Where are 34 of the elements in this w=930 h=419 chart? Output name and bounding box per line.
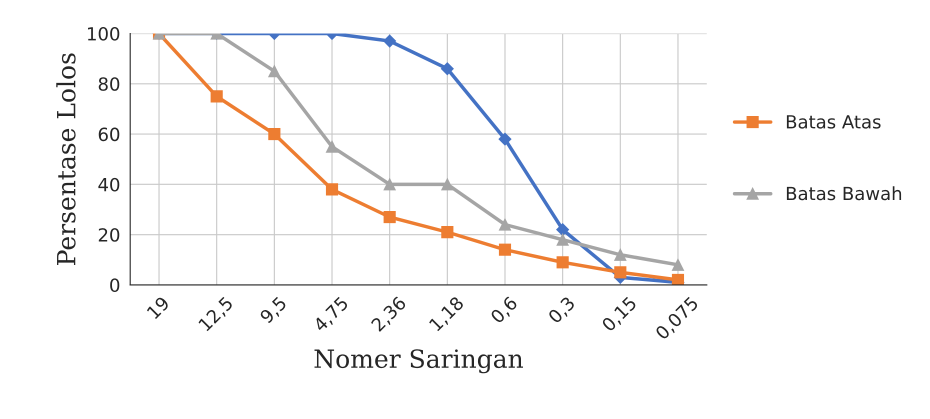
point — [326, 183, 338, 196]
y-tick-label: 60 — [98, 128, 120, 142]
point — [614, 248, 626, 261]
point — [556, 256, 569, 268]
point — [384, 178, 396, 190]
point — [440, 62, 454, 76]
point — [268, 65, 280, 78]
point — [556, 234, 569, 246]
point — [268, 128, 280, 140]
point — [614, 266, 626, 278]
x-tick-label: 19 — [146, 296, 170, 320]
x-axis-title: Nomer Saringan — [314, 349, 524, 374]
point — [210, 90, 223, 102]
point — [498, 132, 512, 146]
point — [498, 244, 512, 256]
point — [384, 210, 396, 224]
legend-label: Batas Bawah — [786, 186, 902, 200]
point — [326, 140, 338, 153]
point — [383, 34, 396, 48]
x-tick-label: 0,3 — [547, 296, 577, 326]
point — [441, 178, 454, 190]
point — [672, 258, 684, 271]
point — [498, 218, 512, 231]
legend-label: Batas Atas — [786, 115, 881, 129]
x-tick-label: 9,5 — [259, 296, 288, 326]
y-tick-label: 100 — [88, 26, 120, 41]
point — [441, 226, 454, 238]
y-tick-label: 20 — [98, 228, 120, 242]
y-axis-title: Persentase Lolos — [56, 53, 76, 265]
x-tick-label: 0,6 — [490, 296, 520, 326]
y-tick-label: 0 — [110, 278, 120, 292]
y-tick-label: 40 — [98, 178, 120, 192]
y-tick-label: 80 — [98, 77, 120, 91]
point — [556, 223, 570, 236]
